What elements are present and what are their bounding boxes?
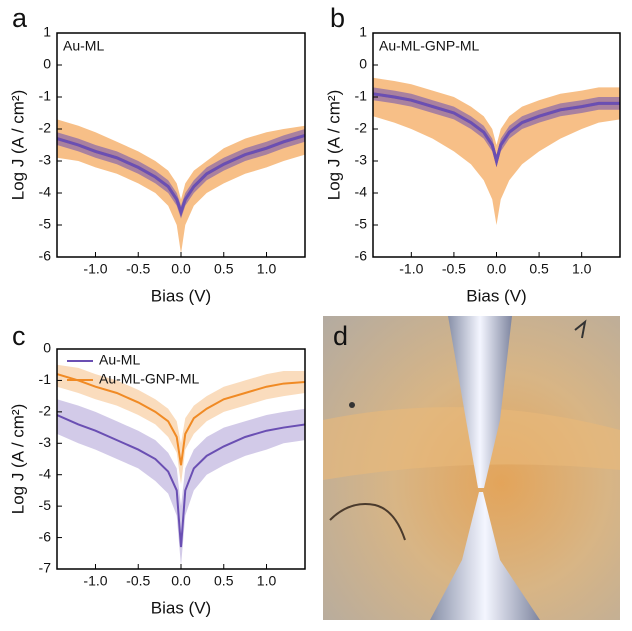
x-tick-label: -1.0: [399, 261, 423, 277]
plot: -6 -5 -4 -3 -2 -1 0 1 -1.0 -0.5 0.0 0.5 1.0 Bias (V) L…: [8, 24, 306, 305]
y-tick-label: -7: [39, 560, 52, 576]
y-tick-label: -5: [39, 497, 52, 513]
x-tick-label: -1.0: [83, 261, 107, 277]
y-tick-label: 0: [43, 56, 51, 72]
legend-label: Au-ML: [99, 352, 140, 368]
y-tick-label: 1: [43, 24, 51, 40]
x-tick-label: 0.5: [214, 261, 234, 277]
x-tick-label: 0.0: [171, 261, 191, 277]
y-tick-label: -3: [39, 152, 52, 168]
x-axis-label: Bias (V): [151, 286, 211, 305]
y-tick-label: -4: [39, 465, 52, 481]
plot-area: [57, 364, 305, 566]
y-tick-label: -6: [39, 528, 52, 544]
annotation: Au-ML: [63, 38, 104, 54]
x-tick-label: 0.5: [529, 261, 549, 277]
x-tick-label: 0.0: [171, 573, 191, 589]
y-tick-label: 0: [43, 340, 51, 356]
y-tick-label: 1: [359, 24, 367, 40]
y-tick-label: -5: [39, 216, 52, 232]
photo-dot: [349, 402, 355, 408]
annotation: Au-ML-GNP-ML: [379, 38, 480, 54]
panel-label: c: [12, 321, 26, 351]
y-tick-label: -1: [39, 88, 52, 104]
y-tick-label: -5: [355, 216, 368, 232]
y-tick-label: -1: [39, 371, 52, 387]
y-tick-label: 0: [359, 56, 367, 72]
x-tick-label: -1.0: [83, 573, 107, 589]
plot-area: [57, 119, 305, 254]
x-axis-label: Bias (V): [151, 598, 211, 617]
y-axis-label: Log J (A / cm²): [324, 90, 343, 201]
y-tick-label: -4: [39, 184, 52, 200]
y-tick-label: -6: [355, 248, 368, 264]
photo-lower-tip: [430, 492, 540, 620]
y-axis-label: Log J (A / cm²): [8, 404, 27, 515]
x-tick-label: 0.0: [487, 261, 507, 277]
y-tick-label: -2: [39, 120, 52, 136]
y-tick-label: -4: [355, 184, 368, 200]
legend-label: Au-ML-GNP-ML: [99, 371, 200, 387]
x-tick-label: 1.0: [572, 261, 592, 277]
line: [373, 92, 620, 167]
panel-label: a: [12, 3, 28, 33]
y-tick-label: -6: [39, 248, 52, 264]
x-tick-label: -0.5: [126, 573, 150, 589]
y-tick-label: -1: [355, 88, 368, 104]
line: [57, 133, 305, 217]
y-axis-label: Log J (A / cm²): [8, 90, 27, 201]
photo-fiber: [329, 503, 406, 541]
x-tick-label: 0.5: [214, 573, 234, 589]
y-tick-label: -3: [39, 434, 52, 450]
x-tick-label: -0.5: [442, 261, 466, 277]
y-tick-label: -3: [355, 152, 368, 168]
photo: [323, 316, 620, 620]
plot-area: [373, 77, 620, 225]
x-axis-label: Bias (V): [466, 286, 526, 305]
panel-label: d: [333, 321, 348, 351]
plot: -6 -5 -4 -3 -2 -1 0 1 -1.0 -0.5 0.0 0.5 1.0 Bias (V) L…: [324, 24, 621, 305]
line: [57, 373, 305, 466]
y-tick-label: -2: [355, 120, 368, 136]
plot: -7 -6 -5 -4 -3 -2 -1 0 -1.0 -0.5 0.0 0.5 1.0 Bias (V)…: [8, 340, 306, 617]
panel-label: b: [330, 3, 345, 33]
band: [57, 119, 305, 254]
x-tick-label: 1.0: [257, 261, 277, 277]
x-tick-label: 1.0: [257, 573, 277, 589]
y-tick-label: -2: [39, 403, 52, 419]
line: [57, 414, 305, 548]
photo-upper-tip: [448, 316, 512, 488]
photo-speck: [574, 319, 587, 339]
band: [57, 129, 305, 219]
x-tick-label: -0.5: [126, 261, 150, 277]
